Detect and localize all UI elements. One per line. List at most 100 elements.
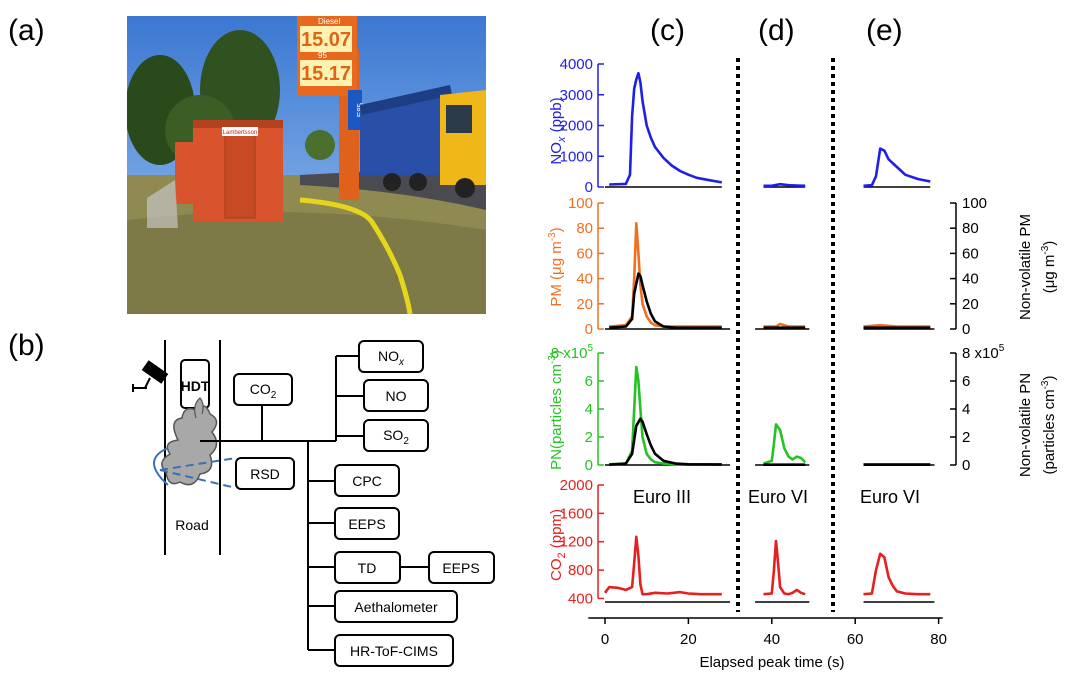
- co2-ylabel: CO2 (ppm): [548, 509, 568, 581]
- pm-ylabel: PM (μg m-3): [547, 227, 565, 306]
- x-tick-label: 20: [680, 631, 697, 648]
- pn-ylabel-sup: -3: [547, 355, 558, 364]
- pn-ytick-label: 6: [585, 373, 593, 390]
- pn-right-ytick-exponent: 5: [999, 343, 1005, 354]
- pm-right-ylabel-unit: (μg m: [1041, 255, 1058, 294]
- so2-label: SO2: [383, 427, 409, 447]
- pn-right-ylabel-close: ): [1041, 376, 1058, 381]
- site-photo: Lambertsson Diesel 95 15.07 15.17 E85: [127, 16, 486, 314]
- panel-label-c: (c): [650, 14, 685, 47]
- cabin-sign-text: Lambertsson: [223, 130, 258, 136]
- pm-right-ytick-label: 100: [962, 195, 987, 212]
- pn-ytick-label: 0: [585, 457, 593, 474]
- pn-series-line-0: [609, 365, 722, 466]
- rsd-beam-lower: [159, 469, 237, 489]
- pm-series-line-4: [863, 323, 931, 328]
- pm-series-line-2: [763, 322, 806, 328]
- nox-ytick-label: 4000: [560, 56, 593, 73]
- rsd-beam-arc: [153, 447, 169, 486]
- eeps2-box: [428, 551, 495, 584]
- pn-right-ylabel-unit: (particles cm: [1041, 389, 1058, 474]
- pm-right-ytick-label: 20: [962, 296, 979, 313]
- eeps-box: [334, 507, 400, 540]
- rsd-box: [235, 457, 295, 490]
- sign-price-1: 15.07: [301, 29, 351, 51]
- euro-label-c: Euro III: [633, 487, 691, 507]
- nox-series-line-0: [609, 71, 723, 186]
- x-tick-label: 60: [847, 631, 864, 648]
- sign-95-label: 95: [318, 51, 327, 60]
- co2-label: CO2: [250, 381, 277, 401]
- nox-series-line-1: [763, 182, 806, 188]
- rsd-label: RSD: [250, 466, 280, 482]
- pm-right-ytick-label: 80: [962, 220, 979, 237]
- pn-right-ytick-label: 8 x105: [962, 343, 1005, 362]
- exhaust-plume-icon: [161, 397, 218, 486]
- pm-ylabel-main: PM (μg m: [548, 241, 565, 306]
- pn-ylabel-close: ): [548, 350, 565, 355]
- so2-label-sub: 2: [403, 436, 409, 447]
- sign-price-2: 15.17: [301, 63, 351, 85]
- cpc-label: CPC: [352, 473, 382, 489]
- no-box: [363, 379, 429, 412]
- aethalometer-label: Aethalometer: [354, 599, 438, 615]
- pm-right-ylabel-sup: -3: [1040, 245, 1051, 254]
- pm-ylabel-close: ): [548, 227, 565, 232]
- pm-ylabel-sup: -3: [547, 232, 558, 241]
- co2-ytick-label: 800: [568, 562, 593, 579]
- pn-ylabel-unit: (particles cm: [548, 364, 565, 449]
- co2-label-sub: 2: [271, 390, 277, 401]
- pn-series-line-1: [609, 417, 722, 466]
- nox-series-line-2: [863, 147, 931, 188]
- nox-ylabel-main: NO: [548, 142, 565, 165]
- euro-label-e: Euro VI: [860, 487, 920, 507]
- diagram-labels: HDT Road CO2 RSD NOx NO SO2 CPC EEPS TD …: [175, 348, 479, 659]
- so2-box: [363, 419, 429, 452]
- td-label: TD: [358, 560, 377, 576]
- panel-label-b: (b): [8, 329, 45, 362]
- co2-series-line-1: [763, 539, 806, 596]
- panel-label-e: (e): [866, 14, 903, 47]
- co2-ytick-label: 1200: [560, 534, 593, 551]
- sign-diesel-label: Diesel: [318, 17, 340, 26]
- pn-right-ytick-label: 6: [962, 373, 970, 390]
- aethalometer-box: [334, 590, 458, 623]
- pm-right-ytick-label: 60: [962, 245, 979, 262]
- pn-ytick-label: 8 x105: [551, 343, 594, 362]
- pn-ytick-label: 2: [585, 429, 593, 446]
- co2-label-main: CO: [250, 381, 271, 397]
- nox-label: NOx: [378, 348, 405, 368]
- x-axis-title: Elapsed peak time (s): [699, 654, 844, 671]
- pm-series-line-1: [609, 272, 722, 330]
- x-tick-label: 40: [763, 631, 780, 648]
- nox-ytick-label: 1000: [560, 148, 593, 165]
- nox-ytick-label: 3000: [560, 87, 593, 104]
- hrtof-label: HR-ToF-CIMS: [350, 643, 438, 659]
- pm-right-ylabel-line2: (μg m-3): [1040, 241, 1058, 294]
- panel-label-d: (d): [758, 14, 795, 47]
- panel-label-a: (a): [8, 14, 45, 47]
- pn-series-line-2: [763, 423, 807, 465]
- co2-series-line-2: [863, 552, 931, 596]
- pm-ytick-label: 40: [576, 271, 593, 288]
- so2-label-main: SO: [383, 427, 403, 443]
- setup-diagram: [132, 340, 495, 667]
- pm-right-ylabel-line1: Non-volatile PM: [1017, 214, 1034, 320]
- co2-ytick-label: 1600: [560, 505, 593, 522]
- co2-ylabel-sub: 2: [556, 552, 568, 558]
- euro-label-d: Euro VI: [748, 487, 808, 507]
- pn-right-ytick-label: 4: [962, 401, 970, 418]
- pm-ytick-label: 100: [568, 195, 593, 212]
- co2-ylabel-main: CO: [548, 558, 565, 581]
- pm-ytick-label: 60: [576, 245, 593, 262]
- pm-right-ytick-label: 0: [962, 321, 970, 338]
- co2-ylabel-unit: (ppm): [548, 509, 565, 552]
- nox-box: [358, 340, 424, 373]
- co2-series-line-0: [603, 535, 722, 596]
- pm-series-line-0: [609, 221, 722, 328]
- camera-icon: [132, 360, 169, 392]
- pm-ytick-label: 0: [585, 321, 593, 338]
- td-box: [334, 551, 401, 584]
- pn-ylabel-main: PN: [548, 449, 565, 470]
